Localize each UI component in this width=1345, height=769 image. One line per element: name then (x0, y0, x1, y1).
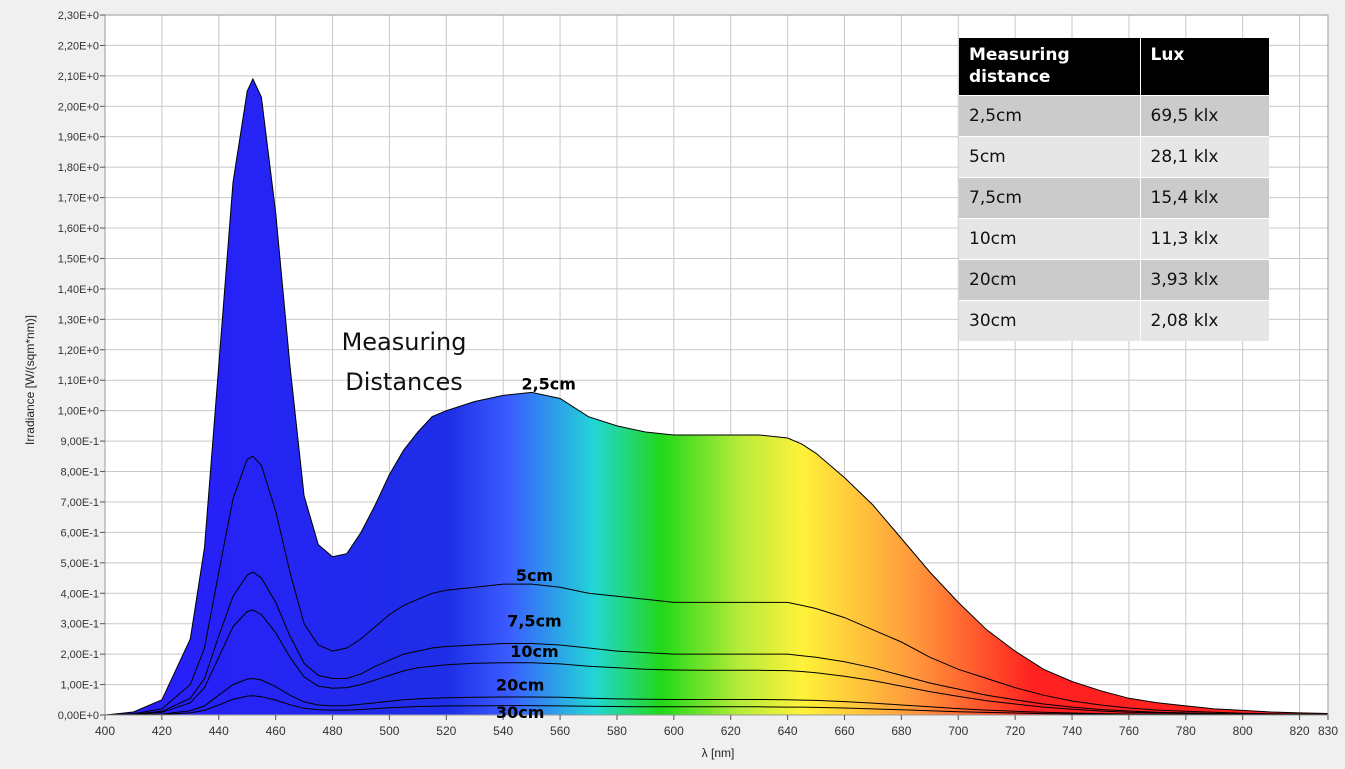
spectrum-area (105, 78, 1328, 715)
table-row: 10cm 11,3 klx (959, 217, 1269, 259)
y-tick-label: 2,10E+0 (58, 71, 99, 83)
series-line-7,5cm (104, 571, 1329, 716)
y-tick-label: 1,70E+0 (58, 193, 99, 205)
lux-table: Measuring distance Lux 2,5cm 69,5 klx 5c… (959, 38, 1269, 341)
y-tick-label: 1,60E+0 (58, 223, 99, 235)
header-measuring-distance: Measuring distance (959, 38, 1140, 95)
x-tick-label: 520 (436, 724, 456, 738)
y-tick-label: 7,00E-1 (60, 497, 99, 509)
y-tick-label: 1,20E+0 (58, 345, 99, 357)
x-tick-label: 600 (664, 724, 684, 738)
x-tick-label: 680 (891, 724, 911, 738)
x-tick-label: 820 (1290, 724, 1310, 738)
y-tick-label: 2,00E+0 (58, 101, 99, 113)
spectrum-fill (105, 78, 1328, 715)
row-distance: 5cm (959, 135, 1140, 177)
row-lux: 15,4 klx (1139, 176, 1269, 218)
table-row: 5cm 28,1 klx (959, 135, 1269, 177)
x-tick-label: 740 (1062, 724, 1082, 738)
table-row: 7,5cm 15,4 klx (959, 176, 1269, 218)
y-tick-label: 4,00E-1 (60, 588, 99, 600)
table-row: 30cm 2,08 klx (959, 299, 1269, 341)
series-line-30cm (104, 695, 1329, 716)
series-label-5cm: 5cm (516, 566, 553, 585)
y-tick-label: 8,00E-1 (60, 467, 99, 479)
x-tick-label: 720 (1005, 724, 1025, 738)
y-tick-label: 5,00E-1 (60, 558, 99, 570)
lux-table-header-row: Measuring distance Lux (959, 38, 1269, 95)
x-tick-label: 660 (834, 724, 854, 738)
series-label-20cm: 20cm (496, 676, 544, 695)
y-axis-label: Irradiance [W/(sqm*nm)] (23, 315, 37, 445)
table-row: 20cm 3,93 klx (959, 258, 1269, 300)
header-lux: Lux (1139, 38, 1269, 95)
row-lux: 3,93 klx (1139, 258, 1269, 300)
row-distance: 2,5cm (959, 94, 1140, 136)
y-tick-label: 1,10E+0 (58, 375, 99, 387)
x-tick-label: 460 (266, 724, 286, 738)
annotation-line-1: Measuring (342, 328, 467, 356)
y-tick-label: 1,90E+0 (58, 132, 99, 144)
x-tick-label: 800 (1233, 724, 1253, 738)
y-axis-ticks: 0,00E+0 1,00E-1 2,00E-1 3,00E-1 4,00E-1 5,00E… (58, 10, 105, 722)
row-lux: 28,1 klx (1139, 135, 1269, 177)
x-tick-label: 780 (1176, 724, 1196, 738)
x-tick-label: 640 (778, 724, 798, 738)
curve-labels: 2,5cm 5cm 7,5cm 10cm 20cm 30cm (496, 374, 576, 722)
x-tick-label: 420 (152, 724, 172, 738)
y-tick-label: 1,00E+0 (58, 406, 99, 418)
x-tick-label: 540 (493, 724, 513, 738)
x-tick-label: 560 (550, 724, 570, 738)
annotation-line-2: Distances (345, 368, 462, 396)
y-tick-label: 2,30E+0 (58, 10, 99, 22)
x-tick-label: 700 (948, 724, 968, 738)
y-tick-label: 3,00E-1 (60, 619, 99, 631)
row-distance: 7,5cm (959, 176, 1140, 218)
x-tick-label: 500 (379, 724, 399, 738)
x-tick-label: 400 (95, 724, 115, 738)
x-tick-label: 830 (1318, 724, 1338, 738)
y-tick-label: 2,20E+0 (58, 40, 99, 52)
x-tick-label: 480 (323, 724, 343, 738)
x-axis-label: λ [nm] (702, 746, 735, 760)
series-label-2,5cm: 2,5cm (521, 374, 576, 393)
x-tick-label: 440 (209, 724, 229, 738)
series-line-5cm (104, 455, 1329, 716)
table-row: 2,5cm 69,5 klx (959, 94, 1269, 136)
y-tick-label: 1,00E-1 (60, 680, 99, 692)
plot-border (104, 14, 1329, 716)
y-tick-label: 2,00E-1 (60, 649, 99, 661)
x-tick-label: 620 (721, 724, 741, 738)
series-line-10cm (104, 609, 1328, 716)
row-distance: 30cm (959, 299, 1140, 341)
series-line-2,5cm (104, 77, 1329, 716)
y-tick-label: 6,00E-1 (60, 527, 99, 539)
series-label-10cm: 10cm (510, 642, 558, 661)
y-tick-label: 9,00E-1 (60, 436, 99, 448)
curve-lines (104, 77, 1329, 716)
series-label-7,5cm: 7,5cm (507, 612, 562, 631)
series-line-20cm (104, 677, 1328, 716)
x-axis-ticks: 400 420 440 460 480 500 520 540 560 580 600 620 640 6… (95, 715, 1338, 738)
y-tick-label: 1,30E+0 (58, 314, 99, 326)
row-lux: 2,08 klx (1139, 299, 1269, 341)
row-lux: 69,5 klx (1139, 94, 1269, 136)
y-tick-label: 1,40E+0 (58, 284, 99, 296)
x-tick-label: 580 (607, 724, 627, 738)
y-tick-label: 0,00E+0 (58, 710, 99, 722)
y-tick-label: 1,80E+0 (58, 162, 99, 174)
x-tick-label: 760 (1119, 724, 1139, 738)
row-distance: 20cm (959, 258, 1140, 300)
row-lux: 11,3 klx (1139, 217, 1269, 259)
y-tick-label: 1,50E+0 (58, 253, 99, 265)
series-label-30cm: 30cm (496, 703, 544, 722)
row-distance: 10cm (959, 217, 1140, 259)
